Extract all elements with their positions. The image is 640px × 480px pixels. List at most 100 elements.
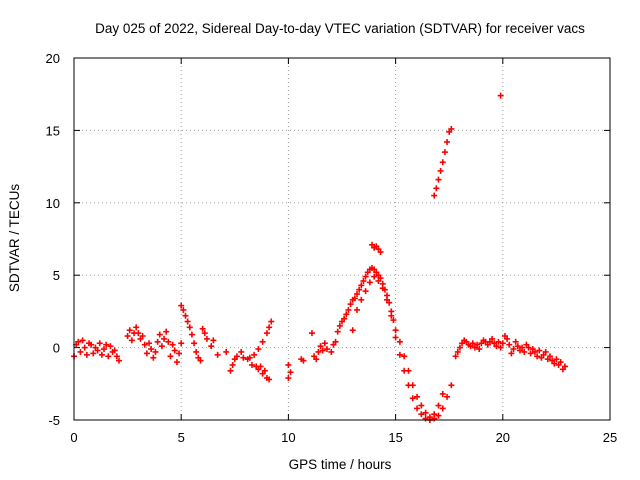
data-point [495,338,502,345]
data-point [240,354,247,361]
data-point [431,411,438,418]
data-point [546,353,553,360]
data-point [223,348,230,355]
data-point [135,330,142,337]
data-point [266,324,273,331]
data-point [165,338,172,345]
data-point [354,291,361,298]
data-point [343,311,350,318]
data-point [409,395,416,402]
data-point [497,92,504,99]
data-point [176,350,183,357]
data-point [341,315,348,322]
data-point [167,353,174,360]
data-point [441,149,448,156]
data-point [111,347,118,354]
data-point [315,348,322,355]
data-point [321,340,328,347]
data-point [186,324,193,331]
data-point [358,296,365,303]
data-point [431,192,438,199]
data-point [375,277,382,284]
data-point [360,277,367,284]
data-point [246,354,253,361]
data-point [208,343,215,350]
data-point [506,341,513,348]
data-point [124,333,131,340]
data-point [197,357,204,364]
data-point [551,360,558,367]
data-point [489,335,496,342]
chart-title: Day 025 of 2022, Sidereal Day-to-day VTE… [95,21,585,36]
data-point [561,363,568,370]
data-point [527,350,534,357]
data-point [266,376,273,383]
data-point [193,348,200,355]
data-point [88,341,95,348]
data-point [107,343,114,350]
data-point [531,348,538,355]
x-tick-label: 10 [281,430,295,445]
data-point [334,328,341,335]
data-point [418,402,425,409]
data-point [158,343,165,350]
data-point [401,367,408,374]
data-point [173,359,180,366]
data-point [143,350,150,357]
data-point [182,312,189,319]
data-point [476,346,483,353]
data-point [154,338,161,345]
data-point [268,318,275,325]
y-tick-label: 0 [53,341,60,356]
data-point [512,338,519,345]
data-point [113,353,120,360]
data-point [371,273,378,280]
data-points [71,92,568,423]
data-point [366,279,373,286]
data-point [148,346,155,353]
data-point [392,327,399,334]
data-point [362,288,369,295]
data-point [510,346,517,353]
data-point [435,402,442,409]
data-point [388,312,395,319]
x-tick-label: 5 [178,430,185,445]
data-point [81,344,88,351]
data-point [401,353,408,360]
data-point [514,343,521,350]
data-point [336,322,343,329]
data-point [139,333,146,340]
data-point [519,344,526,351]
data-point [285,361,292,368]
data-point [435,176,442,183]
data-point [422,409,429,416]
y-tick-label: 10 [46,196,60,211]
data-point [553,356,560,363]
data-point [300,357,307,364]
data-point [233,353,240,360]
data-point [328,348,335,355]
data-point [152,348,159,355]
y-tick-label: 20 [46,51,60,66]
x-tick-label: 0 [70,430,77,445]
data-point [439,159,446,166]
data-point [319,347,326,354]
data-point [308,330,315,337]
data-point [444,393,451,400]
data-point [557,359,564,366]
data-point [354,306,361,313]
data-point [214,351,221,358]
data-point [497,344,504,351]
data-point [98,351,105,358]
data-point [184,318,191,325]
data-point [103,341,110,348]
data-point [75,338,82,345]
data-point [180,306,187,313]
data-point [141,341,148,348]
data-point [169,341,176,348]
data-point [156,331,163,338]
data-point [263,330,270,337]
data-point [201,330,208,337]
y-tick-label: -5 [48,413,60,428]
data-point [379,285,386,292]
